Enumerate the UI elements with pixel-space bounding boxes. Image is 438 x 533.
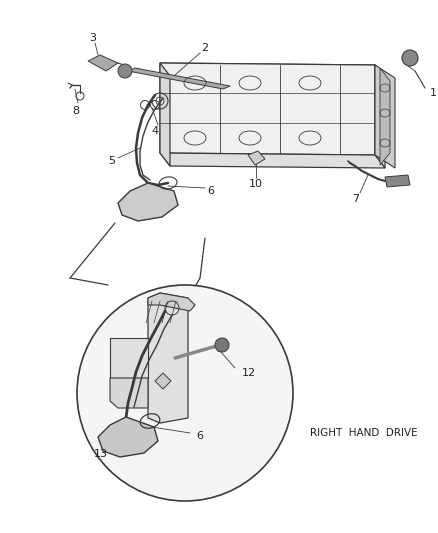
Polygon shape — [385, 175, 410, 187]
Text: 10: 10 — [249, 179, 263, 189]
Polygon shape — [110, 338, 148, 378]
Polygon shape — [375, 65, 385, 168]
Polygon shape — [160, 63, 170, 166]
Polygon shape — [88, 55, 118, 71]
Text: 12: 12 — [242, 368, 256, 378]
Polygon shape — [98, 417, 158, 457]
Text: 1: 1 — [430, 88, 437, 98]
Polygon shape — [248, 151, 265, 165]
Polygon shape — [118, 183, 178, 221]
Polygon shape — [148, 293, 195, 311]
Text: 3: 3 — [89, 33, 96, 43]
Circle shape — [402, 50, 418, 66]
Polygon shape — [110, 378, 148, 408]
Circle shape — [118, 64, 132, 78]
Polygon shape — [148, 293, 188, 423]
Text: 2: 2 — [201, 43, 208, 53]
Polygon shape — [160, 63, 385, 78]
Text: 5: 5 — [109, 156, 116, 166]
Text: RIGHT  HAND  DRIVE: RIGHT HAND DRIVE — [310, 428, 417, 438]
Text: 8: 8 — [72, 106, 80, 116]
Text: 6: 6 — [208, 186, 215, 196]
Text: 13: 13 — [94, 449, 108, 459]
Polygon shape — [155, 373, 171, 389]
Text: 7: 7 — [353, 194, 360, 204]
Polygon shape — [380, 68, 390, 165]
Circle shape — [215, 338, 229, 352]
Polygon shape — [375, 65, 395, 168]
Polygon shape — [160, 63, 375, 155]
Polygon shape — [160, 153, 385, 168]
Text: 6: 6 — [196, 431, 203, 441]
Ellipse shape — [77, 285, 293, 501]
Text: 4: 4 — [152, 126, 159, 136]
Polygon shape — [128, 68, 230, 89]
